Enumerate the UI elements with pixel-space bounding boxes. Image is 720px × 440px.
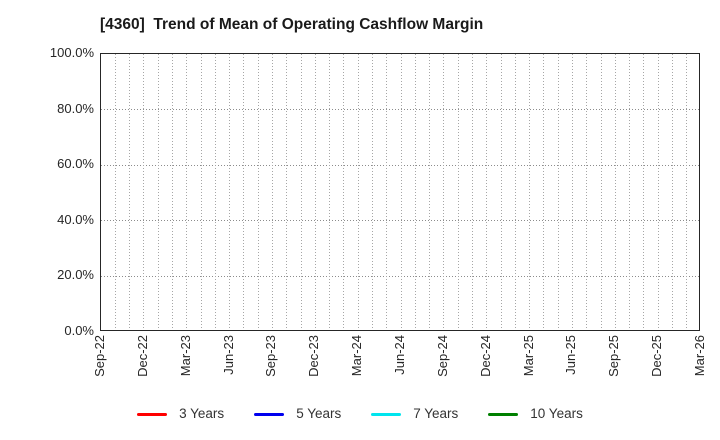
gridline-vertical <box>586 54 588 330</box>
gridline-horizontal <box>101 275 699 277</box>
legend-line-swatch <box>371 412 402 416</box>
gridline-vertical <box>571 54 573 330</box>
gridline-vertical <box>500 54 502 330</box>
gridline-vertical <box>657 54 659 330</box>
gridline-vertical <box>471 54 473 330</box>
gridline-vertical <box>171 54 173 330</box>
gridline-vertical <box>543 54 545 330</box>
legend-label: 10 Years <box>530 406 583 421</box>
gridline-vertical <box>257 54 259 330</box>
x-axis-tick-label: Mar-25 <box>520 335 536 377</box>
gridline-vertical <box>429 54 431 330</box>
x-axis-tick-label: Sep-23 <box>263 335 279 377</box>
chart-title: [4360] Trend of Mean of Operating Cashfl… <box>100 16 484 33</box>
gridline-vertical <box>300 54 302 330</box>
legend-item: 5 Years <box>254 405 341 423</box>
x-axis-tick-label: Sep-22 <box>92 335 107 377</box>
gridline-vertical <box>200 54 202 330</box>
gridline-vertical <box>629 54 631 330</box>
gridline-vertical <box>143 54 145 330</box>
gridline-vertical <box>157 54 159 330</box>
gridline-vertical <box>314 54 316 330</box>
x-axis-tick-label: Dec-24 <box>477 335 493 377</box>
legend-item: 10 Years <box>488 405 583 423</box>
legend: 3 Years 5 Years 7 Years 10 Years <box>0 403 720 425</box>
y-axis-tick-label: 80.0% <box>57 100 94 116</box>
x-axis-tick-label: Mar-26 <box>692 335 707 377</box>
gridline-vertical <box>243 54 245 330</box>
x-axis-tick-label: Dec-23 <box>306 335 322 377</box>
y-axis-tick-label: 40.0% <box>57 211 94 227</box>
gridline-vertical <box>329 54 331 330</box>
x-axis-tick-label: Sep-24 <box>434 335 450 377</box>
gridline-vertical <box>386 54 388 330</box>
gridline-vertical <box>614 54 616 330</box>
y-axis-tick-label: 60.0% <box>57 156 94 172</box>
x-axis-tick-label: Mar-24 <box>349 335 365 377</box>
gridline-vertical <box>514 54 516 330</box>
gridline-vertical <box>457 54 459 330</box>
legend-line-swatch <box>254 412 285 416</box>
legend-item: 3 Years <box>137 405 224 423</box>
gridline-vertical <box>414 54 416 330</box>
gridline-vertical <box>186 54 188 330</box>
x-axis-tick-label: Dec-25 <box>649 335 665 377</box>
legend-label: 5 Years <box>296 406 342 421</box>
gridline-vertical <box>671 54 673 330</box>
gridline-horizontal <box>101 109 699 111</box>
legend-line-swatch <box>488 412 519 416</box>
legend-line-swatch <box>137 412 168 416</box>
x-axis-tick-label: Jun-25 <box>563 335 579 375</box>
gridline-vertical <box>371 54 373 330</box>
legend-item: 7 Years <box>371 405 458 423</box>
plot-area <box>100 53 700 331</box>
x-axis-tick-label: Jun-23 <box>220 335 236 375</box>
gridline-vertical <box>557 54 559 330</box>
gridline-vertical <box>286 54 288 330</box>
legend-label: 7 Years <box>413 406 459 421</box>
x-axis-tick-label: Jun-24 <box>392 335 407 375</box>
gridline-vertical <box>114 54 116 330</box>
gridline-vertical <box>129 54 131 330</box>
gridline-vertical <box>229 54 231 330</box>
gridline-vertical <box>357 54 359 330</box>
x-axis-tick-label: Dec-22 <box>134 335 150 377</box>
x-axis-tick-label: Mar-23 <box>177 335 193 377</box>
gridline-vertical <box>343 54 345 330</box>
y-axis-tick-label: 20.0% <box>57 267 94 283</box>
gridline-vertical <box>686 54 688 330</box>
gridline-vertical <box>400 54 402 330</box>
gridline-vertical <box>214 54 216 330</box>
y-axis-tick-label: 100.0% <box>49 45 94 60</box>
gridline-horizontal <box>101 220 699 222</box>
gridline-vertical <box>529 54 531 330</box>
gridline-horizontal <box>101 164 699 166</box>
gridline-vertical <box>486 54 488 330</box>
gridline-vertical <box>443 54 445 330</box>
legend-label: 3 Years <box>179 406 225 421</box>
gridline-vertical <box>643 54 645 330</box>
gridline-vertical <box>271 54 273 330</box>
y-axis-tick-label: 0.0% <box>64 323 94 338</box>
x-axis-tick-label: Sep-25 <box>606 335 622 377</box>
gridline-vertical <box>600 54 602 330</box>
